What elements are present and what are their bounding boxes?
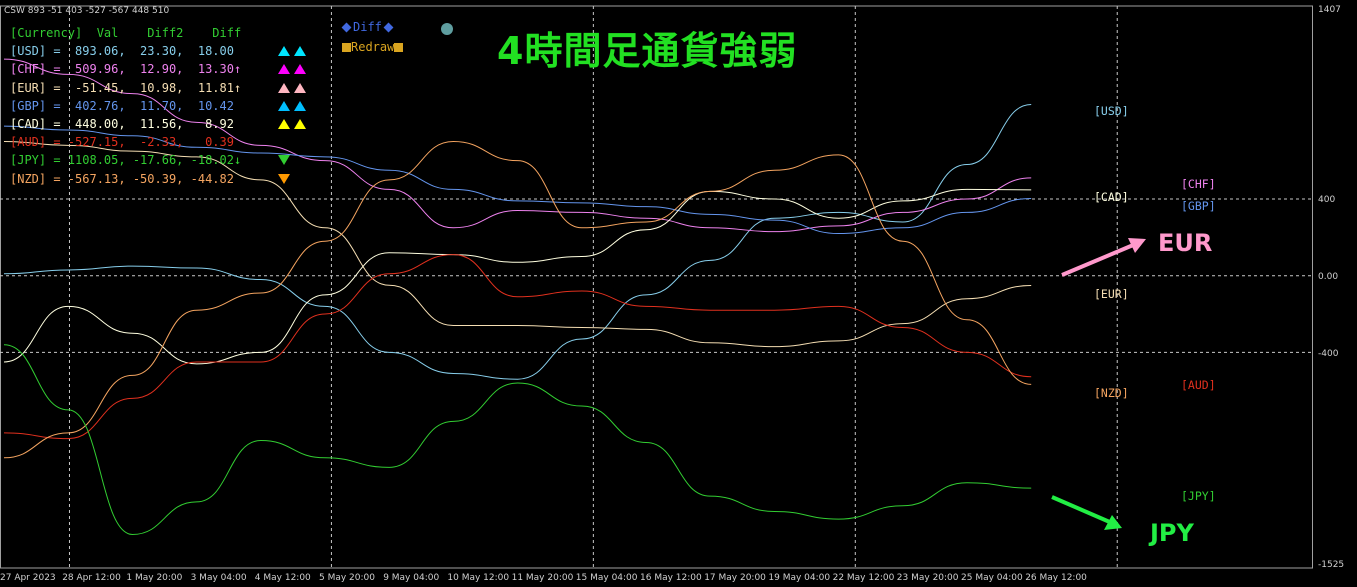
triangle-up-icon	[278, 64, 290, 75]
currency-end-label: [EUR]	[1094, 287, 1129, 301]
y-tick-label: -1525	[1318, 560, 1345, 570]
currency-row-text: [CHF] = 509.96, 12.90, 13.30↑	[10, 62, 242, 77]
triangle-up-icon	[294, 46, 306, 57]
series-line	[3, 125, 1032, 235]
series-line	[3, 141, 1032, 459]
eur-arrow-icon	[1061, 241, 1139, 277]
triangle-up-icon	[294, 64, 306, 75]
x-tick-label: 26 May 12:00	[1025, 573, 1087, 583]
currency-row: [JPY] = 1108.05, -17.66, -18.02↓	[10, 151, 290, 169]
eur-annotation: EUR	[1158, 229, 1213, 257]
currency-row: [USD] = 893.06, 23.30, 18.00	[10, 42, 306, 60]
square-icon	[394, 43, 404, 52]
triangle-up-icon	[278, 100, 290, 111]
currency-row-text: [USD] = 893.06, 23.30, 18.00	[10, 44, 249, 59]
currency-row: [GBP] = 402.76, 11.70, 10.42	[10, 97, 306, 115]
status-dot-icon[interactable]	[441, 23, 453, 35]
currency-end-label: [CHF]	[1181, 177, 1216, 191]
x-tick-label: 22 May 12:00	[832, 573, 895, 583]
y-tick-label: 400	[1318, 195, 1336, 205]
currency-row-text: [GBP] = 402.76, 11.70, 10.42	[10, 98, 249, 113]
diff-label: Diff	[353, 20, 382, 34]
currency-row: [NZD] = -567.13, -50.39, -44.82	[10, 170, 290, 188]
x-tick-label: 27 Apr 2023	[0, 573, 56, 583]
y-tick-label: 0.00	[1318, 272, 1339, 282]
currency-end-label: [AUD]	[1181, 378, 1216, 392]
currency-end-label: [USD]	[1094, 104, 1129, 118]
triangle-up-icon	[294, 100, 306, 111]
x-tick-label: 19 May 04:00	[768, 573, 831, 583]
series-line	[3, 58, 1032, 233]
x-tick-label: 16 May 12:00	[640, 573, 702, 583]
y-tick-label: -400	[1318, 349, 1339, 359]
eur-arrowhead-icon	[1128, 238, 1146, 253]
currency-row-text: [NZD] = -567.13, -50.39, -44.82	[10, 171, 249, 186]
currency-row: [AUD] = -527.15, -2.33, 0.39	[10, 133, 248, 151]
x-tick-label: 1 May 20:00	[126, 573, 183, 583]
triangle-down-icon	[278, 155, 290, 166]
x-tick-label: 15 May 04:00	[575, 573, 638, 583]
x-tick-label: 11 May 20:00	[511, 573, 574, 583]
x-tick-label: 23 May 20:00	[896, 573, 959, 583]
indicator-header: CSW 893 -51 403 -527 -567 448 510	[4, 6, 170, 16]
x-tick-label: 25 May 04:00	[961, 573, 1023, 583]
square-icon	[342, 43, 351, 52]
currency-end-label: [GBP]	[1181, 199, 1216, 213]
triangle-down-icon	[278, 173, 290, 184]
currency-row-text: [EUR] = -51.45, 10.98, 11.81↑	[10, 80, 242, 95]
series-line	[3, 344, 1032, 535]
currency-table: [Currency] Val Diff2 Diff [USD] = 893.06…	[10, 24, 306, 188]
table-header: [Currency] Val Diff2 Diff	[10, 26, 242, 40]
diamond-icon	[341, 22, 352, 33]
triangle-up-icon	[278, 82, 290, 93]
x-tick-label: 9 May 04:00	[383, 573, 440, 583]
diamond-icon	[383, 22, 394, 33]
x-tick-label: 28 Apr 12:00	[62, 573, 121, 583]
currency-row: [CAD] = 448.00, 11.56, 8.92	[10, 115, 306, 133]
currency-row-text: [CAD] = 448.00, 11.56, 8.92	[10, 116, 249, 131]
series-line	[3, 254, 1032, 440]
x-tick-label: 10 May 12:00	[447, 573, 510, 583]
diff-toggle[interactable]: Diff	[340, 20, 395, 34]
plot-frame	[0, 5, 1313, 569]
triangle-up-icon	[278, 46, 290, 57]
redraw-button[interactable]: Redraw	[342, 40, 404, 54]
jpy-arrowhead-icon	[1104, 515, 1122, 530]
x-tick-label: 4 May 12:00	[254, 573, 311, 583]
currency-row-text: [JPY] = 1108.05, -17.66, -18.02↓	[10, 153, 242, 168]
currency-row: [CHF] = 509.96, 12.90, 13.30↑	[10, 60, 306, 78]
y-tick-label: 1407	[1318, 5, 1341, 15]
triangle-up-icon	[278, 118, 290, 129]
jpy-arrow-icon	[1051, 495, 1113, 525]
currency-end-label: [NZD]	[1094, 386, 1129, 400]
triangle-up-icon	[294, 118, 306, 129]
currency-end-label: [JPY]	[1181, 489, 1216, 503]
currency-row-text: [AUD] = -527.15, -2.33, 0.39	[10, 135, 234, 150]
currency-row: [EUR] = -51.45, 10.98, 11.81↑	[10, 79, 306, 97]
x-tick-label: 17 May 20:00	[704, 573, 766, 583]
jpy-annotation: JPY	[1150, 519, 1194, 547]
redraw-label: Redraw	[351, 40, 395, 54]
series-line	[3, 188, 1032, 365]
series-line	[3, 104, 1032, 380]
x-tick-label: 3 May 04:00	[190, 573, 247, 583]
currency-end-label: [CAD]	[1094, 190, 1129, 204]
triangle-up-icon	[294, 82, 306, 93]
series-line	[3, 141, 1032, 348]
x-tick-label: 5 May 20:00	[319, 573, 375, 583]
chart-title: 4時間足通貨強弱	[497, 29, 798, 73]
